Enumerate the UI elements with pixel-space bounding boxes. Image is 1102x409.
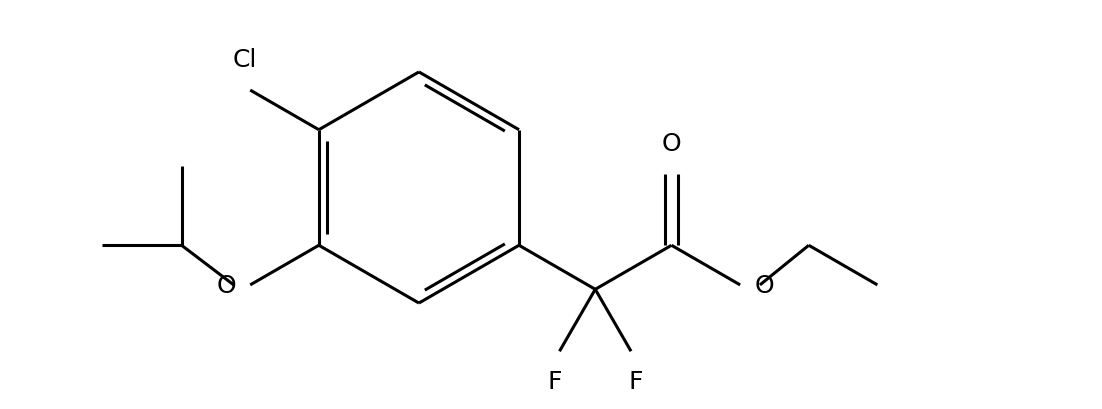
Text: O: O — [216, 273, 236, 297]
Text: O: O — [755, 273, 774, 297]
Text: F: F — [548, 369, 562, 393]
Text: Cl: Cl — [233, 48, 257, 72]
Text: O: O — [661, 132, 681, 156]
Text: F: F — [628, 369, 642, 393]
